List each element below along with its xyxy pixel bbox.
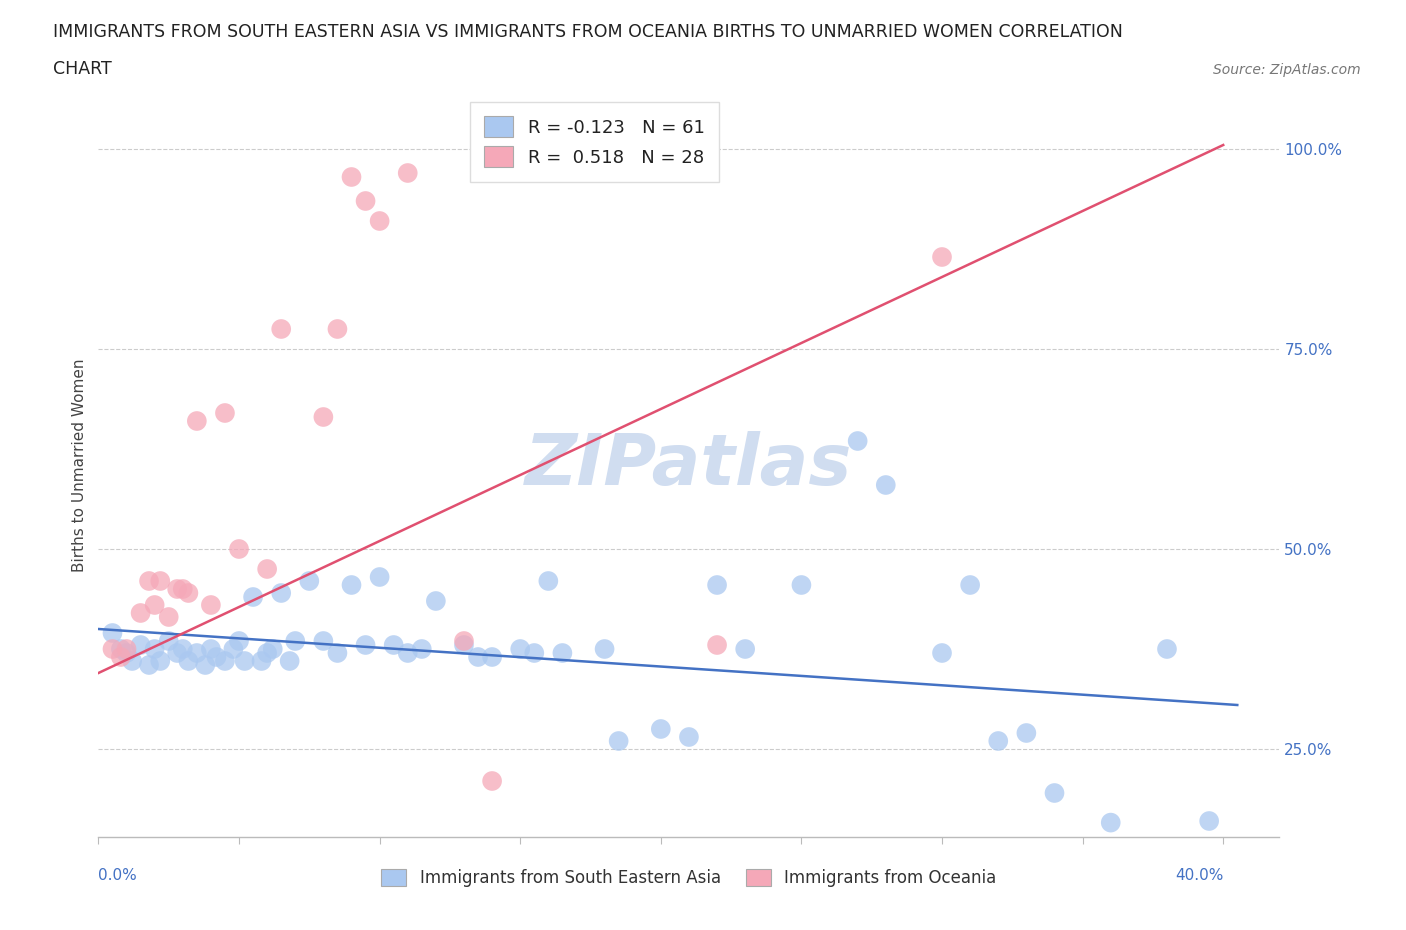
Point [138, 574, 160, 589]
Point [186, 645, 208, 660]
Point [368, 569, 391, 584]
Point [256, 645, 278, 660]
Point [1043, 786, 1066, 801]
Point [200, 598, 222, 613]
Point [110, 642, 132, 657]
Point [143, 642, 166, 657]
Point [1156, 642, 1178, 657]
Text: IMMIGRANTS FROM SOUTH EASTERN ASIA VS IMMIGRANTS FROM OCEANIA BIRTHS TO UNMARRIE: IMMIGRANTS FROM SOUTH EASTERN ASIA VS IM… [53, 23, 1123, 41]
Point [149, 574, 172, 589]
Point [186, 414, 208, 429]
Point [298, 574, 321, 589]
Point [706, 638, 728, 653]
Point [129, 605, 152, 620]
Point [110, 649, 132, 664]
Point [143, 598, 166, 613]
Point [326, 322, 349, 337]
Point [931, 645, 953, 660]
Point [678, 729, 700, 744]
Legend: Immigrants from South Eastern Asia, Immigrants from Oceania: Immigrants from South Eastern Asia, Immi… [373, 861, 1005, 896]
Text: 0.0%: 0.0% [98, 868, 138, 883]
Point [194, 658, 217, 672]
Point [340, 169, 363, 184]
Point [270, 586, 292, 601]
Point [1198, 814, 1220, 829]
Point [115, 645, 138, 660]
Point [250, 654, 273, 669]
Point [481, 774, 503, 789]
Y-axis label: Births to Unmarried Women: Births to Unmarried Women [72, 358, 87, 572]
Point [228, 633, 250, 648]
Point [284, 633, 307, 648]
Point [228, 541, 250, 556]
Point [256, 562, 278, 577]
Point [340, 578, 363, 592]
Point [242, 590, 264, 604]
Point [326, 645, 349, 660]
Point [312, 409, 335, 424]
Point [172, 581, 194, 596]
Point [115, 642, 138, 657]
Point [233, 654, 256, 669]
Point [166, 581, 188, 596]
Point [481, 649, 503, 664]
Point [121, 654, 143, 669]
Point [157, 633, 180, 648]
Point [312, 633, 335, 648]
Point [354, 193, 377, 208]
Point [931, 249, 953, 264]
Point [411, 642, 433, 657]
Point [270, 322, 292, 337]
Point [453, 638, 475, 653]
Point [278, 654, 301, 669]
Point [382, 638, 405, 653]
Point [149, 654, 172, 669]
Point [368, 214, 391, 229]
Point [157, 609, 180, 624]
Point [222, 642, 245, 657]
Point [523, 645, 546, 660]
Point [354, 638, 377, 653]
Point [177, 586, 200, 601]
Point [425, 593, 447, 608]
Point [172, 642, 194, 657]
Text: 40.0%: 40.0% [1175, 868, 1223, 883]
Point [593, 642, 616, 657]
Point [138, 658, 160, 672]
Point [101, 642, 124, 657]
Point [129, 638, 152, 653]
Point [509, 642, 531, 657]
Point [987, 734, 1010, 749]
Point [734, 642, 756, 657]
Point [650, 722, 672, 737]
Point [537, 157, 560, 172]
Point [262, 642, 284, 657]
Text: ZIPatlas: ZIPatlas [526, 431, 852, 499]
Point [214, 405, 236, 420]
Point [790, 578, 813, 592]
Point [706, 578, 728, 592]
Point [846, 433, 869, 448]
Text: Source: ZipAtlas.com: Source: ZipAtlas.com [1213, 63, 1361, 77]
Point [1015, 725, 1038, 740]
Point [214, 654, 236, 669]
Point [166, 645, 188, 660]
Point [959, 578, 981, 592]
Point [607, 734, 630, 749]
Point [200, 642, 222, 657]
Point [396, 166, 419, 180]
Point [205, 649, 228, 664]
Point [1099, 816, 1122, 830]
Point [101, 626, 124, 641]
Point [177, 654, 200, 669]
Text: CHART: CHART [53, 60, 112, 78]
Point [453, 633, 475, 648]
Point [551, 645, 574, 660]
Point [875, 478, 897, 493]
Point [537, 574, 560, 589]
Point [396, 645, 419, 660]
Point [467, 649, 489, 664]
